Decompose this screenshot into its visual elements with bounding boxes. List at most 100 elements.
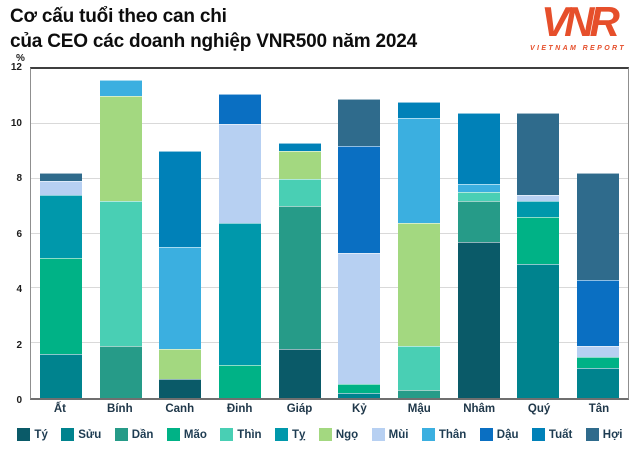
stacked-bar-Quý [517, 69, 560, 398]
x-axis-labels: Ất Bính Canh Đinh Giáp Kỷ Mậu Nhâm Quý Tân [30, 403, 629, 415]
legend-swatch-Tý [17, 428, 31, 441]
x-axis-label-Nhâm: Nhâm [463, 403, 496, 415]
bar-segment-Nhâm-Tuất [457, 112, 500, 185]
bar-segment-Đinh-Dậu [218, 93, 261, 124]
bar-segment-Nhâm-Thìn [457, 192, 500, 201]
bar-segment-Nhâm-Dần [457, 200, 500, 242]
legend-label-Tỵ: Tỵ [292, 428, 306, 441]
stacked-bar-Mậu [397, 69, 440, 398]
legend-item-Tuất: Tuất [531, 428, 572, 441]
legend-swatch-Dậu [479, 428, 493, 441]
bar-segment-Ất-Mùi [39, 181, 82, 196]
bar-segment-Tân-Hợi [577, 173, 620, 281]
y-tick-label-6: 6 [16, 228, 22, 240]
bar-segment-Tân-Sửu [577, 367, 620, 398]
x-axis-label-Kỷ: Kỷ [352, 403, 367, 415]
chart-title-line2: của CEO các doanh nghiệp VNR500 năm 2024 [10, 30, 417, 52]
stacked-bar-Nhâm [457, 69, 500, 398]
legend-swatch-Thìn [220, 428, 234, 441]
y-axis-unit-label: % [16, 53, 25, 64]
gridline-8 [31, 177, 628, 179]
bar-segment-Đinh-Tỵ [218, 222, 261, 366]
vietnam-report-logo: VNR VIETNAM REPORT [522, 0, 634, 52]
bar-segment-Mậu-Ngọ [397, 222, 440, 346]
legend-item-Mão: Mão [166, 428, 207, 441]
legend-label-Dần: Dần [131, 428, 154, 441]
bar-segment-Mậu-Tuất [397, 101, 440, 119]
bar-segment-Giáp-Ngọ [278, 151, 321, 179]
vnr-logo-subtext: VIETNAM REPORT [529, 45, 627, 52]
bar-segment-Đinh-Mùi [218, 123, 261, 223]
bar-segment-Ất-Mão [39, 258, 82, 355]
legend-item-Dậu: Dậu [479, 428, 519, 441]
bar-segment-Canh-Thân [159, 247, 202, 349]
x-axis-label-Tân: Tân [588, 403, 610, 415]
legend-item-Thân: Thân [421, 428, 467, 441]
legend-item-Dần: Dần [114, 428, 154, 441]
x-axis-label-Ất: Ất [53, 403, 66, 415]
legend-item-Hợi: Hợi [585, 428, 623, 441]
stacked-bar-Ất [39, 69, 82, 398]
gridline-2 [31, 342, 628, 344]
y-tick-label-8: 8 [16, 173, 22, 184]
legend-item-Mùi: Mùi [371, 428, 409, 441]
y-tick-label-0: 0 [16, 395, 22, 406]
bar-segment-Tân-Mão [577, 356, 620, 368]
x-axis-label-Đinh: Đinh [226, 403, 253, 415]
bar-segment-Canh-Ngọ [159, 348, 202, 379]
x-axis-label-Mậu: Mậu [407, 403, 431, 415]
legend-item-Tý: Tý [17, 428, 48, 441]
stacked-bar-Canh [159, 69, 202, 398]
legend-item-Sửu: Sửu [61, 428, 101, 441]
legend-label-Mùi: Mùi [388, 428, 409, 441]
legend-label-Mão: Mão [183, 428, 207, 441]
legend-label-Thân: Thân [438, 428, 467, 441]
y-tick-label-12: 12 [10, 62, 22, 73]
chart-title-line1: Cơ cấu tuổi theo can chi [10, 6, 227, 27]
bar-segment-Nhâm-Tý [457, 241, 500, 398]
y-axis: 0 2 4 6 8 10 12 [0, 62, 26, 406]
bar-segment-Giáp-Dần [278, 206, 321, 349]
bar-segment-Ất-Hợi [39, 173, 82, 182]
legend-swatch-Tỵ [275, 428, 288, 441]
bar-segment-Ất-Sửu [39, 354, 82, 398]
legend-item-Ngọ: Ngọ [318, 428, 358, 441]
bar-segment-Ất-Tỵ [39, 195, 82, 259]
gridline-4 [31, 287, 628, 289]
bar-segment-Quý-Hợi [517, 112, 560, 196]
bar-segment-Canh-Tý [159, 378, 202, 398]
legend-swatch-Ngọ [318, 428, 332, 441]
bar-segment-Quý-Tỵ [517, 200, 560, 218]
legend: Tý Sửu Dần Mão Thìn Tỵ Ngọ Mùi Thân Dậu Tuất Hợi [0, 428, 640, 441]
x-axis-label-Canh: Canh [165, 403, 195, 415]
legend-swatch-Mão [166, 428, 180, 441]
y-tick-label-2: 2 [16, 339, 22, 351]
legend-label-Tý: Tý [34, 428, 48, 441]
bar-segment-Tân-Mùi [577, 345, 620, 357]
y-tick-label-4: 4 [16, 284, 22, 295]
bar-segment-Kỷ-Mão [338, 384, 381, 393]
plot-area [30, 67, 629, 400]
bar-segment-Nhâm-Thân [457, 184, 500, 193]
x-axis-label-Bính: Bính [107, 403, 133, 415]
stacked-bar-Giáp [278, 69, 321, 398]
bar-segment-Giáp-Thìn [278, 178, 321, 207]
chart-title: Cơ cấu tuổi theo can chi của CEO các doa… [10, 5, 417, 54]
bar-segment-Bính-Thân [99, 80, 142, 97]
bar-segment-Bính-Thìn [99, 200, 142, 346]
bar-segment-Quý-Mùi [517, 195, 560, 201]
legend-item-Thìn: Thìn [220, 428, 262, 441]
legend-swatch-Dần [114, 428, 128, 441]
legend-swatch-Thân [421, 428, 435, 441]
bar-segment-Đinh-Mão [218, 365, 261, 398]
legend-swatch-Tuất [531, 428, 545, 441]
bar-segment-Bính-Ngọ [99, 96, 142, 201]
bar-segment-Canh-Tuất [159, 151, 202, 248]
gridline-10 [31, 122, 628, 124]
bar-segment-Tân-Dậu [577, 280, 620, 346]
bar-segment-Quý-Sửu [517, 263, 560, 398]
bar-segment-Giáp-Tuất [278, 143, 321, 152]
bars-container [31, 69, 628, 398]
legend-label-Hợi: Hợi [602, 428, 623, 441]
stacked-bar-Tân [577, 69, 620, 398]
